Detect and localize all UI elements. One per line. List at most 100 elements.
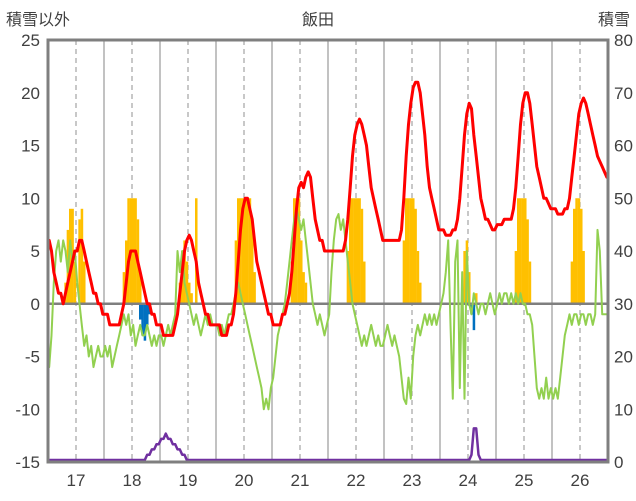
left-axis-tick-labels: 25 20 15 10 5 0 -5 -10 -15 bbox=[15, 31, 40, 472]
orange-bars-bar bbox=[239, 198, 242, 304]
orange-bars-bar bbox=[185, 261, 189, 304]
left-tick-label: 0 bbox=[31, 295, 40, 314]
orange-bars-bar bbox=[80, 208, 84, 304]
right-tick-label: 80 bbox=[614, 31, 633, 50]
orange-bars-bar bbox=[73, 261, 77, 304]
orange-bars-bar bbox=[241, 198, 245, 304]
orange-bars-bar bbox=[122, 272, 126, 304]
orange-bars-bar bbox=[575, 198, 578, 304]
orange-bars-bar bbox=[528, 261, 532, 304]
orange-bars-bar bbox=[570, 261, 574, 304]
orange-bars-bar bbox=[573, 208, 576, 304]
orange-bars-bar bbox=[195, 198, 198, 304]
right-tick-label: 20 bbox=[614, 348, 633, 367]
orange-bars-bar bbox=[580, 208, 583, 304]
orange-bars-bar bbox=[295, 198, 298, 304]
blue-bars-bar bbox=[146, 303, 149, 325]
right-axis-tick-labels: 80 70 60 50 40 30 20 10 0 bbox=[614, 31, 633, 472]
x-tick-label-day: 25 bbox=[515, 471, 534, 490]
x-tick-label-day: 21 bbox=[291, 471, 310, 490]
right-tick-label: 10 bbox=[614, 400, 633, 419]
right-tick-label: 50 bbox=[614, 189, 633, 208]
orange-bars-bar bbox=[302, 272, 305, 304]
orange-bars-bar bbox=[519, 198, 522, 304]
orange-bars-bar bbox=[69, 208, 72, 304]
orange-bars-bar bbox=[300, 240, 303, 304]
left-tick-label: -5 bbox=[25, 348, 40, 367]
left-axis-title: 積雪以外 bbox=[6, 12, 71, 29]
orange-bars-bar bbox=[244, 198, 247, 304]
orange-bars-bar bbox=[405, 198, 408, 304]
orange-bars-bar bbox=[349, 198, 352, 304]
orange-bars-bar bbox=[297, 198, 301, 304]
orange-bars-bar bbox=[353, 198, 357, 304]
x-tick-label-day: 23 bbox=[403, 471, 422, 490]
orange-bars-bar bbox=[402, 240, 406, 304]
orange-bars-bar bbox=[419, 282, 422, 304]
right-tick-label: 30 bbox=[614, 295, 633, 314]
x-tick-label-day: 19 bbox=[179, 471, 198, 490]
orange-bars-bar bbox=[248, 198, 252, 304]
left-tick-label: -15 bbox=[15, 453, 40, 472]
blue-bars-bar bbox=[143, 303, 147, 341]
orange-bars-bar bbox=[463, 251, 466, 304]
blue-bars-bar bbox=[472, 303, 476, 331]
chart-header: 積雪以外 飯田 積雪 bbox=[0, 4, 636, 30]
right-tick-label: 60 bbox=[614, 137, 633, 156]
x-axis-tick-labels: 17 18 19 20 21 22 23 24 25 26 bbox=[67, 471, 590, 490]
orange-bars-bar bbox=[414, 208, 417, 304]
right-tick-label: 70 bbox=[614, 84, 633, 103]
orange-bars-bar bbox=[475, 293, 478, 304]
left-tick-label: 20 bbox=[21, 84, 40, 103]
right-tick-label: 40 bbox=[614, 242, 633, 261]
x-tick-label-day: 20 bbox=[235, 471, 254, 490]
left-tick-label: -10 bbox=[15, 400, 40, 419]
orange-bars-bar bbox=[514, 251, 518, 304]
orange-bars-bar bbox=[351, 198, 354, 304]
blue-bars-bar bbox=[139, 303, 142, 320]
orange-bars-bar bbox=[416, 251, 420, 304]
orange-bars-bar bbox=[407, 198, 410, 304]
plot-border bbox=[46, 38, 610, 464]
orange-bars-bar bbox=[521, 198, 525, 304]
orange-bars-bar bbox=[190, 293, 193, 304]
orange-bars-bar bbox=[358, 198, 361, 304]
orange-bars-bar bbox=[524, 198, 527, 304]
orange-bars-bar bbox=[356, 198, 359, 304]
left-tick-label: 25 bbox=[21, 31, 40, 50]
x-tick-label-day: 26 bbox=[571, 471, 590, 490]
orange-bars-bar bbox=[582, 251, 585, 304]
right-axis-title: 積雪 bbox=[597, 12, 630, 29]
orange-bars-bar bbox=[346, 251, 350, 304]
orange-bars-bar bbox=[412, 198, 415, 304]
right-tick-label: 0 bbox=[614, 453, 623, 472]
blue-bars-bar bbox=[141, 303, 144, 336]
orange-bars-bar bbox=[577, 198, 581, 304]
left-tick-label: 10 bbox=[21, 189, 40, 208]
orange-bars-bar bbox=[304, 282, 308, 304]
orange-bars-bar bbox=[83, 261, 86, 304]
x-tick-label-day: 17 bbox=[67, 471, 86, 490]
orange-bars-bar bbox=[78, 219, 81, 304]
x-tick-label-day: 22 bbox=[347, 471, 366, 490]
orange-bars-bar bbox=[253, 272, 256, 304]
left-tick-label: 15 bbox=[21, 137, 40, 156]
orange-bars-bar bbox=[360, 208, 364, 304]
series-red-line bbox=[47, 80, 609, 337]
station-title: 飯田 bbox=[301, 12, 334, 29]
left-tick-label: 5 bbox=[31, 242, 40, 261]
orange-bars-bar bbox=[517, 198, 520, 304]
orange-bars-bar bbox=[246, 198, 249, 304]
orange-bars-bar bbox=[363, 261, 366, 304]
series-purple-line bbox=[47, 427, 609, 462]
series-green-line bbox=[48, 207, 608, 411]
orange-bars-bar bbox=[409, 198, 413, 304]
orange-bars-bar bbox=[526, 219, 529, 304]
x-tick-label-day: 18 bbox=[123, 471, 142, 490]
orange-bars-bar bbox=[251, 219, 254, 304]
orange-bars-bar bbox=[127, 198, 130, 304]
x-tick-label-day: 24 bbox=[459, 471, 478, 490]
orange-bars-bar bbox=[139, 272, 142, 304]
